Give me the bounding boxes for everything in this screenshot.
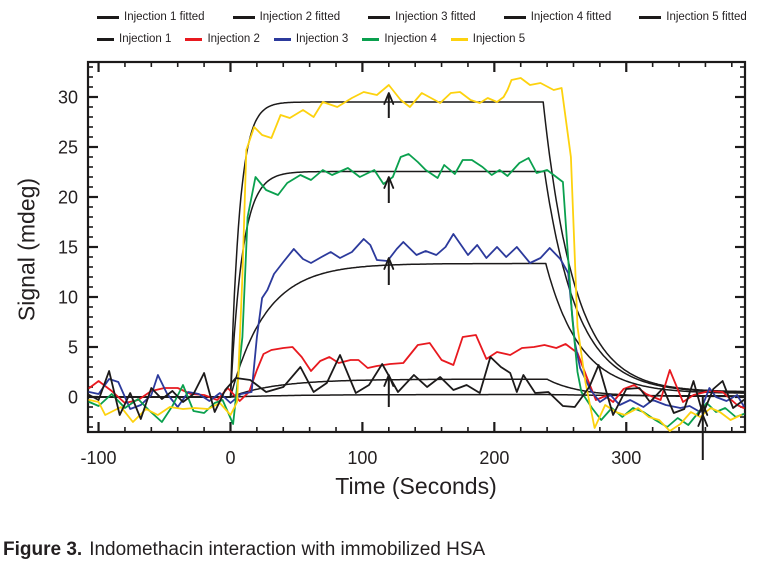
fitted-curve-injection-4-fitted	[88, 170, 746, 398]
legend-item-injection-3-fitted: Injection 3 fitted	[368, 11, 476, 23]
legend-item-injection-1: Injection 1	[97, 33, 171, 45]
caption-label: Figure 3.	[3, 539, 83, 560]
legend-label: Injection 5	[472, 33, 526, 45]
legend-label: Injection 1 fitted	[124, 11, 205, 23]
legend-label: Injection 1	[119, 33, 172, 45]
series-injection-4	[88, 153, 745, 428]
x-axis-title: Time (Seconds)	[335, 473, 497, 499]
legend-item-injection-1-fitted: Injection 1 fitted	[97, 11, 205, 23]
legend-line-swatch	[368, 15, 391, 19]
y-tick-label: 25	[58, 138, 78, 158]
legend-line-swatch	[362, 37, 380, 41]
x-tick-label: 300	[611, 448, 641, 468]
up-arrow-head	[383, 92, 395, 105]
bottom-right-arrow-head	[697, 403, 709, 416]
legend-item-injection-2: Injection 2	[185, 33, 260, 45]
fitted-curve-injection-5-fitted	[88, 101, 746, 398]
series-injection-3	[88, 233, 745, 413]
legend-label: Injection 4	[384, 33, 437, 45]
legend-item-injection-5: Injection 5	[450, 33, 526, 45]
y-tick-label: 30	[58, 88, 78, 108]
legend-label: Injection 3	[295, 33, 349, 45]
legend-line-swatch	[273, 37, 291, 41]
x-tick-label: 100	[347, 448, 377, 468]
x-tick-label: -100	[81, 448, 117, 468]
y-axis-title: Signal (mdeg)	[13, 177, 40, 322]
y-tick-label: 15	[58, 238, 78, 258]
legend-item-injection-4: Injection 4	[362, 33, 437, 45]
legend-label: Injection 4 fitted	[530, 11, 612, 23]
y-tick-label: 0	[68, 388, 78, 408]
up-arrow-head	[383, 257, 395, 270]
legend-line-swatch	[97, 37, 114, 41]
y-tick-label: 5	[68, 338, 78, 358]
x-tick-label: 0	[225, 448, 235, 468]
chart-legend: Injection 1 fitted Injection 2 fitted Inje…	[97, 11, 747, 45]
legend-line-swatch	[450, 37, 468, 41]
legend-label: Injection 2	[207, 33, 260, 45]
legend-label: Injection 2 fitted	[259, 11, 341, 23]
legend-row-data: Injection 1 Injection 2 Injection 3 Injecti…	[97, 33, 747, 45]
legend-label: Injection 5 fitted	[666, 11, 747, 23]
legend-item-injection-2-fitted: Injection 2 fitted	[232, 11, 341, 23]
bottom-right-arrow-head	[697, 414, 709, 427]
figure-caption: Figure 3. Indomethacin interaction with i…	[3, 539, 485, 561]
annotation-arrows	[383, 92, 709, 460]
y-tick-label: 10	[58, 288, 78, 308]
y-tick-label: 20	[58, 188, 78, 208]
caption-text: Indomethacin interaction with immobilize…	[89, 539, 486, 560]
legend-label: Injection 3 fitted	[395, 11, 476, 23]
legend-line-swatch	[185, 37, 203, 41]
up-arrow-head	[383, 176, 395, 189]
x-tick-label: 200	[479, 448, 509, 468]
legend-line-swatch	[97, 15, 119, 19]
legend-line-swatch	[503, 15, 526, 19]
legend-line-swatch	[639, 15, 662, 19]
series-injection-2	[88, 334, 745, 409]
up-arrow-head	[383, 374, 395, 387]
legend-item-injection-4-fitted: Injection 4 fitted	[503, 11, 612, 23]
legend-row-fitted: Injection 1 fitted Injection 2 fitted Inje…	[97, 11, 747, 23]
legend-item-injection-5-fitted: Injection 5 fitted	[639, 11, 747, 23]
legend-line-swatch	[232, 15, 255, 19]
legend-item-injection-3: Injection 3	[273, 33, 349, 45]
series-injection-1	[88, 354, 745, 420]
axis-ticks	[88, 62, 745, 432]
tick-labels: -100 0 100 200 300 0 5 10 15 20 25 30	[58, 88, 641, 469]
